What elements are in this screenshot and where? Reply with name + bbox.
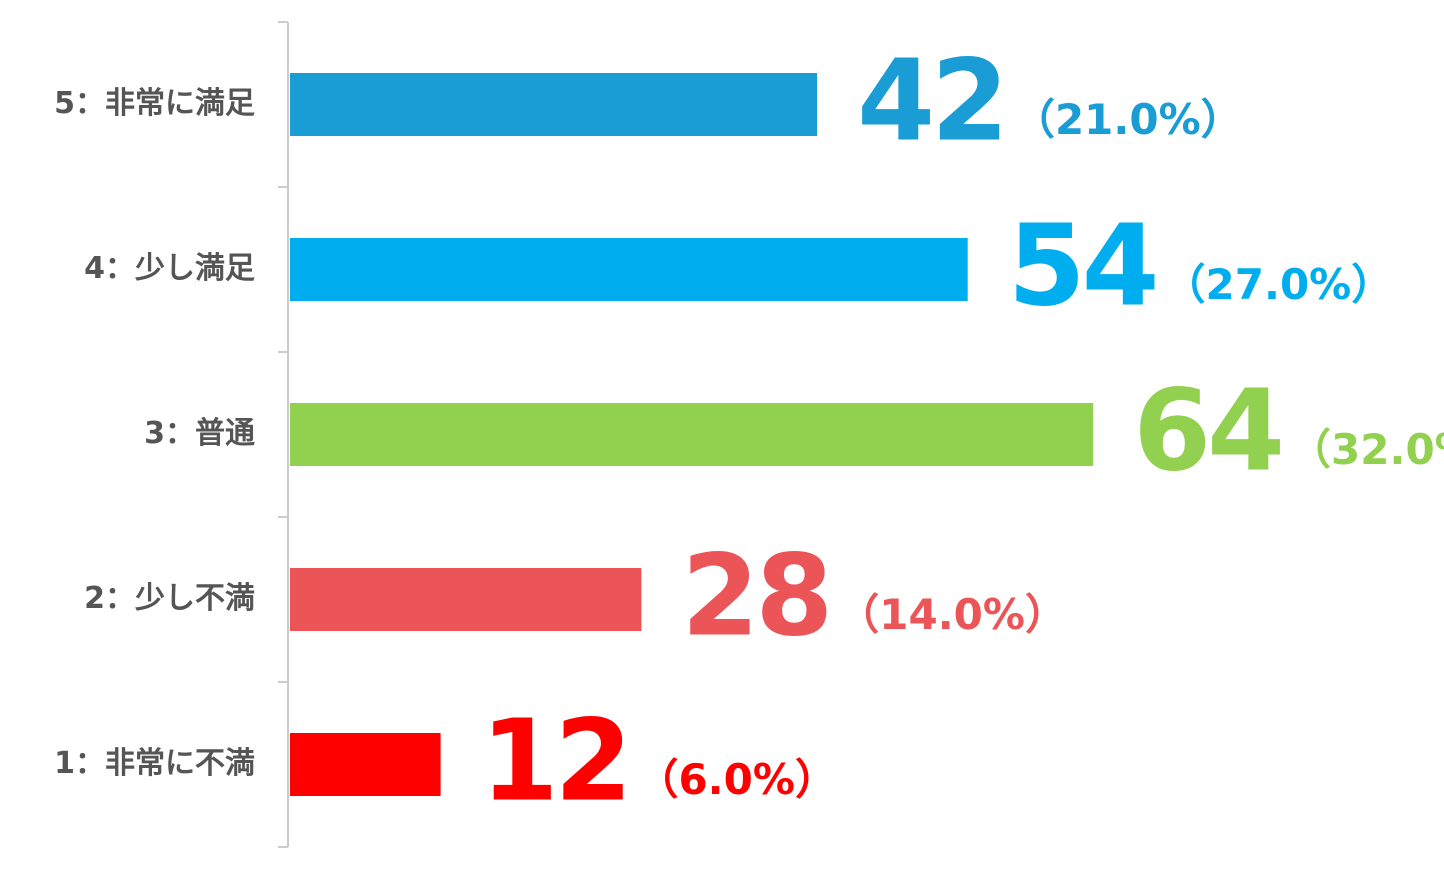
percent-label: （14.0%） xyxy=(837,590,1067,639)
value-label: 54 xyxy=(1008,201,1156,331)
value-label: 28 xyxy=(681,531,829,661)
category-label: 2：少し不満 xyxy=(84,581,255,616)
category-label: 4：少し満足 xyxy=(84,251,255,286)
bar xyxy=(290,568,642,631)
category-label: 5：非常に満足 xyxy=(54,86,255,121)
bar xyxy=(290,73,818,136)
value-label: 12 xyxy=(481,696,629,826)
separators xyxy=(278,21,288,848)
bar xyxy=(290,733,441,796)
percent-label: （21.0%） xyxy=(1013,95,1243,144)
percent-label: （27.0%） xyxy=(1164,260,1394,309)
percent-label: （32.0%） xyxy=(1289,425,1444,474)
category-label: 1：非常に不満 xyxy=(54,746,255,781)
category-label: 3：普通 xyxy=(144,416,255,451)
value-label: 42 xyxy=(857,36,1005,166)
value-label: 64 xyxy=(1133,366,1281,496)
bar xyxy=(290,403,1094,466)
bar xyxy=(290,238,968,301)
percent-label: （6.0%） xyxy=(636,755,837,804)
